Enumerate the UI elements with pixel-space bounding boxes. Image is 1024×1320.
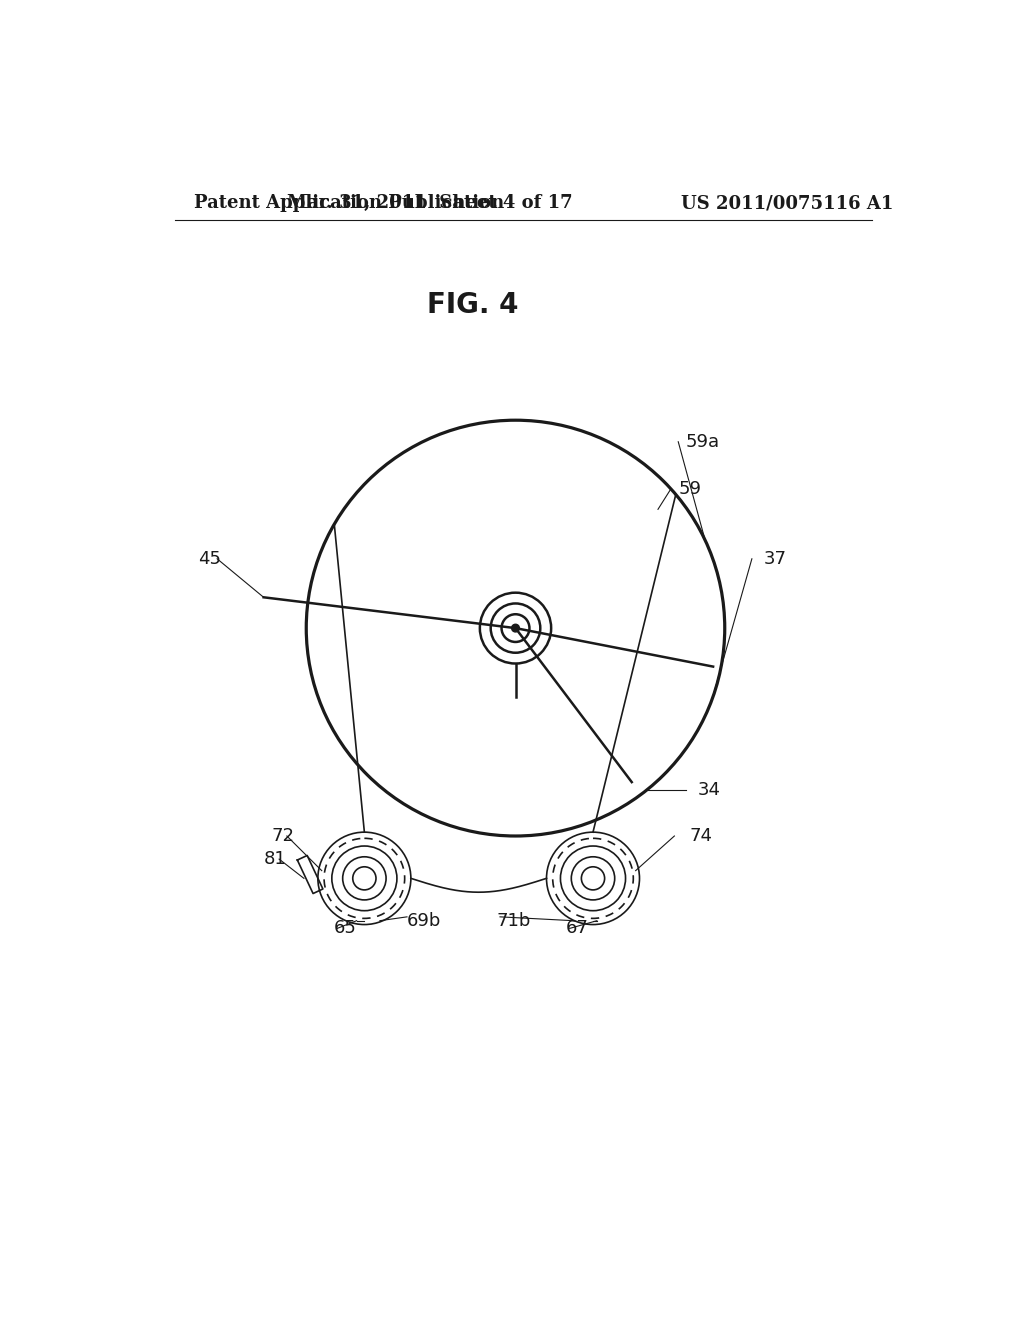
Text: 59: 59 xyxy=(678,480,701,499)
Text: 81: 81 xyxy=(263,850,287,869)
Text: FIG. 4: FIG. 4 xyxy=(427,290,518,318)
Text: 71b: 71b xyxy=(496,912,530,929)
Text: 34: 34 xyxy=(697,781,721,799)
Circle shape xyxy=(512,624,519,632)
Text: 65: 65 xyxy=(334,920,356,937)
Text: 45: 45 xyxy=(198,550,221,568)
Text: US 2011/0075116 A1: US 2011/0075116 A1 xyxy=(681,194,893,213)
Text: Mar. 31, 2011  Sheet 4 of 17: Mar. 31, 2011 Sheet 4 of 17 xyxy=(288,194,573,213)
Text: 67: 67 xyxy=(566,920,589,937)
Text: 59a: 59a xyxy=(686,433,720,450)
Text: Patent Application Publication: Patent Application Publication xyxy=(194,194,504,213)
Text: 74: 74 xyxy=(690,828,713,845)
Text: 72: 72 xyxy=(271,828,294,845)
Text: 37: 37 xyxy=(764,550,786,568)
Text: 69b: 69b xyxy=(407,912,441,929)
